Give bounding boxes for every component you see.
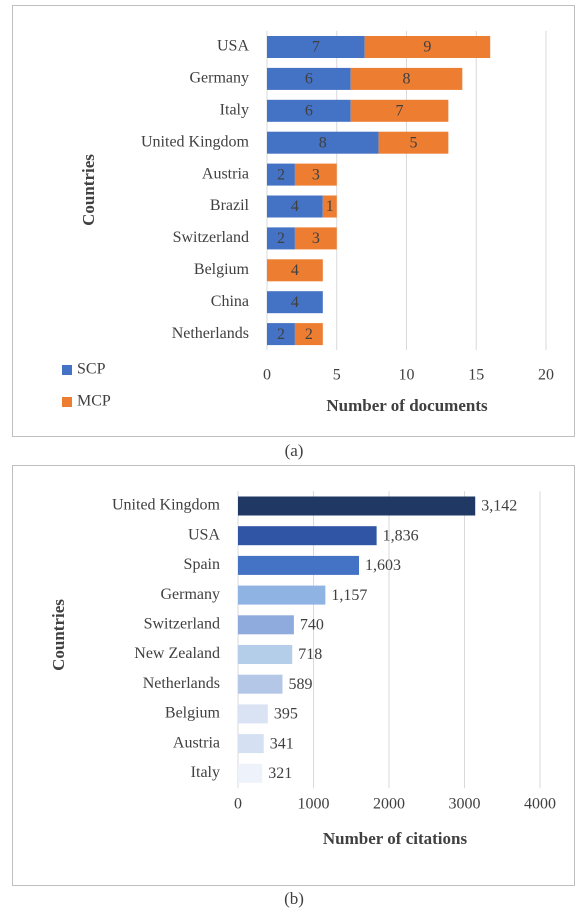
bar-segment bbox=[267, 195, 323, 218]
value-label: 7 bbox=[312, 39, 320, 56]
value-label: 3 bbox=[312, 230, 320, 247]
caption: (a) bbox=[285, 441, 304, 460]
bar bbox=[238, 734, 264, 754]
y-tick-label: Netherlands bbox=[172, 325, 249, 342]
x-tick-label: 2000 bbox=[373, 796, 405, 813]
value-label: 395 bbox=[274, 706, 298, 723]
y-axis-title: Countries bbox=[49, 599, 68, 671]
bar-segment bbox=[267, 67, 351, 90]
bar-segment bbox=[350, 67, 463, 90]
y-tick-label: Netherlands bbox=[143, 675, 220, 692]
bar bbox=[238, 496, 476, 516]
value-label: 8 bbox=[403, 71, 411, 88]
y-tick-label: Spain bbox=[184, 556, 220, 573]
value-label: 2 bbox=[277, 326, 285, 343]
x-tick-label: 15 bbox=[468, 367, 484, 384]
value-label: 2 bbox=[277, 230, 285, 247]
value-label: 5 bbox=[409, 134, 417, 151]
y-tick-label: China bbox=[211, 293, 249, 310]
y-tick-label: Belgium bbox=[165, 705, 221, 722]
value-label: 321 bbox=[268, 765, 292, 782]
value-label: 3,142 bbox=[481, 498, 517, 515]
value-label: 6 bbox=[305, 102, 313, 119]
y-tick-label: Austria bbox=[173, 734, 220, 751]
y-tick-label: Germany bbox=[160, 586, 220, 603]
value-label: 2 bbox=[277, 166, 285, 183]
y-tick-label: Brazil bbox=[210, 197, 250, 214]
value-label: 718 bbox=[298, 646, 322, 663]
y-tick-label: Belgium bbox=[194, 261, 250, 278]
value-label: 4 bbox=[291, 198, 299, 215]
y-tick-label: Italy bbox=[220, 101, 249, 118]
x-tick-label: 1000 bbox=[298, 796, 330, 813]
y-axis-title: Countries bbox=[79, 154, 98, 226]
caption: (b) bbox=[284, 889, 304, 908]
panel-border bbox=[12, 465, 575, 886]
bar-segment bbox=[267, 227, 295, 250]
bar-segment bbox=[378, 131, 449, 154]
bar-segment bbox=[350, 99, 449, 122]
value-label: 589 bbox=[288, 676, 312, 693]
value-label: 3 bbox=[312, 166, 320, 183]
panel-border bbox=[12, 5, 575, 437]
x-tick-label: 20 bbox=[538, 367, 554, 384]
x-tick-label: 0 bbox=[234, 796, 242, 813]
legend-swatch bbox=[62, 365, 72, 375]
value-label: 1,157 bbox=[331, 587, 367, 604]
value-label: 6 bbox=[305, 71, 313, 88]
value-label: 7 bbox=[396, 102, 404, 119]
bar bbox=[238, 763, 263, 783]
bar-segment bbox=[267, 259, 323, 282]
x-tick-label: 4000 bbox=[524, 796, 556, 813]
y-tick-label: Austria bbox=[202, 165, 249, 182]
x-axis-title: Number of citations bbox=[323, 829, 468, 848]
bar bbox=[238, 555, 360, 575]
bar-segment bbox=[294, 163, 337, 186]
value-label: 341 bbox=[270, 735, 294, 752]
bar bbox=[238, 704, 268, 724]
x-tick-label: 0 bbox=[263, 367, 271, 384]
y-tick-label: Switzerland bbox=[173, 229, 249, 246]
y-tick-label: Germany bbox=[189, 70, 249, 87]
bar-segment bbox=[267, 323, 295, 346]
y-tick-label: United Kingdom bbox=[112, 497, 221, 514]
bar-segment bbox=[267, 36, 365, 58]
x-tick-label: 5 bbox=[333, 367, 341, 384]
value-label: 4 bbox=[291, 262, 299, 279]
bar-segment bbox=[294, 227, 337, 250]
value-label: 1 bbox=[326, 198, 334, 215]
bar bbox=[238, 645, 293, 664]
value-label: 4 bbox=[291, 294, 299, 311]
bar-segment bbox=[267, 163, 295, 186]
value-label: 1,603 bbox=[365, 557, 401, 574]
legend-label: MCP bbox=[77, 393, 111, 410]
x-tick-label: 10 bbox=[399, 367, 415, 384]
bar-segment bbox=[364, 36, 491, 58]
y-tick-label: United Kingdom bbox=[141, 133, 250, 150]
bar bbox=[238, 615, 294, 635]
y-tick-label: Italy bbox=[191, 764, 220, 781]
x-axis-title: Number of documents bbox=[326, 396, 488, 415]
bar bbox=[238, 674, 283, 694]
value-label: 8 bbox=[319, 134, 327, 151]
y-tick-label: New Zealand bbox=[134, 645, 220, 662]
bar bbox=[238, 526, 377, 546]
y-tick-label: Switzerland bbox=[144, 615, 220, 632]
bar-segment bbox=[267, 99, 351, 122]
bar-segment bbox=[267, 291, 323, 314]
y-tick-label: USA bbox=[188, 526, 220, 543]
bar bbox=[238, 585, 326, 605]
value-label: 1,836 bbox=[383, 527, 419, 544]
bar-segment bbox=[294, 323, 323, 346]
bar-segment bbox=[322, 195, 337, 218]
x-tick-label: 3000 bbox=[449, 796, 481, 813]
y-tick-label: USA bbox=[217, 38, 249, 55]
value-label: 2 bbox=[305, 326, 313, 343]
bar-segment bbox=[267, 131, 379, 154]
value-label: 9 bbox=[423, 39, 431, 56]
legend-swatch bbox=[62, 397, 72, 407]
value-label: 740 bbox=[300, 616, 324, 633]
legend-label: SCP bbox=[77, 361, 106, 378]
